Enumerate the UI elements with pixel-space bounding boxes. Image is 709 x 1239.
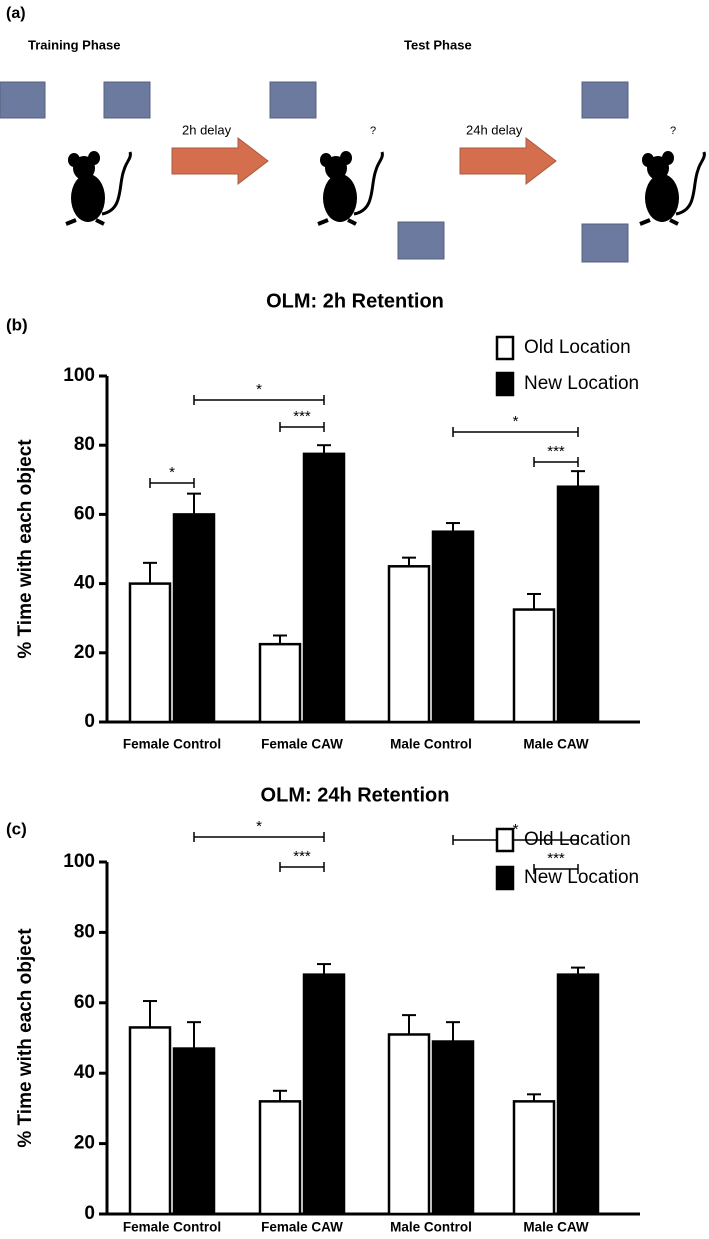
significance-label: * — [513, 821, 519, 838]
y-tick-label: 20 — [74, 642, 95, 663]
chart-title: OLM: 2h Retention — [266, 290, 444, 312]
bar — [172, 1047, 216, 1216]
legend-label: Old Location — [524, 829, 631, 850]
y-tick-label: 80 — [74, 434, 95, 455]
y-axis-label: % Time with each object — [15, 928, 36, 1148]
panel-label: (b) — [6, 315, 28, 334]
legend-swatch — [495, 371, 515, 397]
bar — [302, 973, 346, 1216]
legend-swatch — [495, 827, 515, 853]
arrow — [171, 136, 269, 186]
delay-label: 2h delay — [182, 122, 232, 137]
significance-label: * — [256, 381, 262, 398]
x-tick-label: Male Control — [390, 1220, 472, 1235]
delay-label: 24h delay — [466, 122, 523, 137]
chart-title: OLM: 24h Retention — [261, 784, 450, 806]
phase-label: Test Phase — [404, 37, 472, 52]
mouse — [316, 149, 385, 226]
objects — [0, 81, 629, 263]
x-tick-label: Male CAW — [523, 1220, 589, 1235]
x-tick-label: Male Control — [390, 737, 472, 752]
legend-swatch — [495, 865, 515, 891]
bar — [258, 642, 302, 724]
object — [103, 81, 151, 119]
bar — [431, 1040, 475, 1216]
y-tick-label: 60 — [74, 992, 95, 1013]
bar — [302, 452, 346, 724]
object — [0, 81, 46, 119]
significance-label: * — [256, 818, 262, 835]
y-tick-label: 0 — [84, 711, 95, 732]
bar — [128, 582, 172, 724]
bar — [556, 485, 600, 724]
significance-label: * — [513, 413, 519, 430]
chart: (c) OLM: 24h Retention % Time with each ob… — [6, 784, 640, 1235]
question-mark: ? — [670, 125, 676, 137]
mouse — [638, 149, 707, 226]
x-tick-label: Female Control — [123, 1220, 221, 1235]
y-tick-label: 100 — [63, 365, 95, 386]
legend-label: Old Location — [524, 337, 631, 358]
significance-label: *** — [293, 408, 311, 425]
significance-label: *** — [547, 443, 565, 460]
bar — [387, 1033, 431, 1216]
y-tick-label: 20 — [74, 1133, 95, 1154]
bar — [512, 608, 556, 724]
object — [581, 81, 629, 119]
x-tick-label: Male CAW — [523, 737, 589, 752]
bar — [387, 565, 431, 724]
object — [269, 81, 317, 119]
x-tick-label: Female CAW — [261, 737, 343, 752]
question-mark: ? — [370, 125, 376, 137]
arrows — [171, 136, 557, 186]
y-axis-label: % Time with each object — [15, 439, 36, 659]
significance-label: *** — [547, 850, 565, 867]
x-tick-label: Female Control — [123, 737, 221, 752]
object — [397, 221, 445, 260]
chart: (b) OLM: 2h Retention % Time with each obj… — [6, 290, 640, 752]
object — [581, 223, 629, 263]
mouse — [64, 149, 133, 226]
arrow — [459, 136, 557, 186]
y-tick-label: 100 — [63, 851, 95, 872]
y-tick-label: 40 — [74, 1062, 95, 1083]
legend-swatch — [495, 335, 515, 361]
bar — [258, 1100, 302, 1216]
y-tick-label: 40 — [74, 573, 95, 594]
legend-label: New Location — [524, 867, 639, 888]
bar — [431, 530, 475, 724]
bar — [128, 1026, 172, 1216]
x-tick-label: Female CAW — [261, 1220, 343, 1235]
significance-label: * — [169, 464, 175, 481]
bar — [556, 973, 600, 1216]
legend-label: New Location — [524, 373, 639, 394]
bar — [512, 1100, 556, 1216]
phase-label: Training Phase — [28, 37, 120, 52]
y-tick-label: 80 — [74, 921, 95, 942]
panel-label: (a) — [6, 5, 26, 22]
y-tick-label: 0 — [84, 1203, 95, 1224]
y-tick-label: 60 — [74, 503, 95, 524]
significance-label: *** — [293, 848, 311, 865]
diagram: (a) Training Phase Test Phase 2h delay 2… — [0, 5, 707, 263]
panel-label: (c) — [6, 819, 27, 838]
bar — [172, 513, 216, 724]
